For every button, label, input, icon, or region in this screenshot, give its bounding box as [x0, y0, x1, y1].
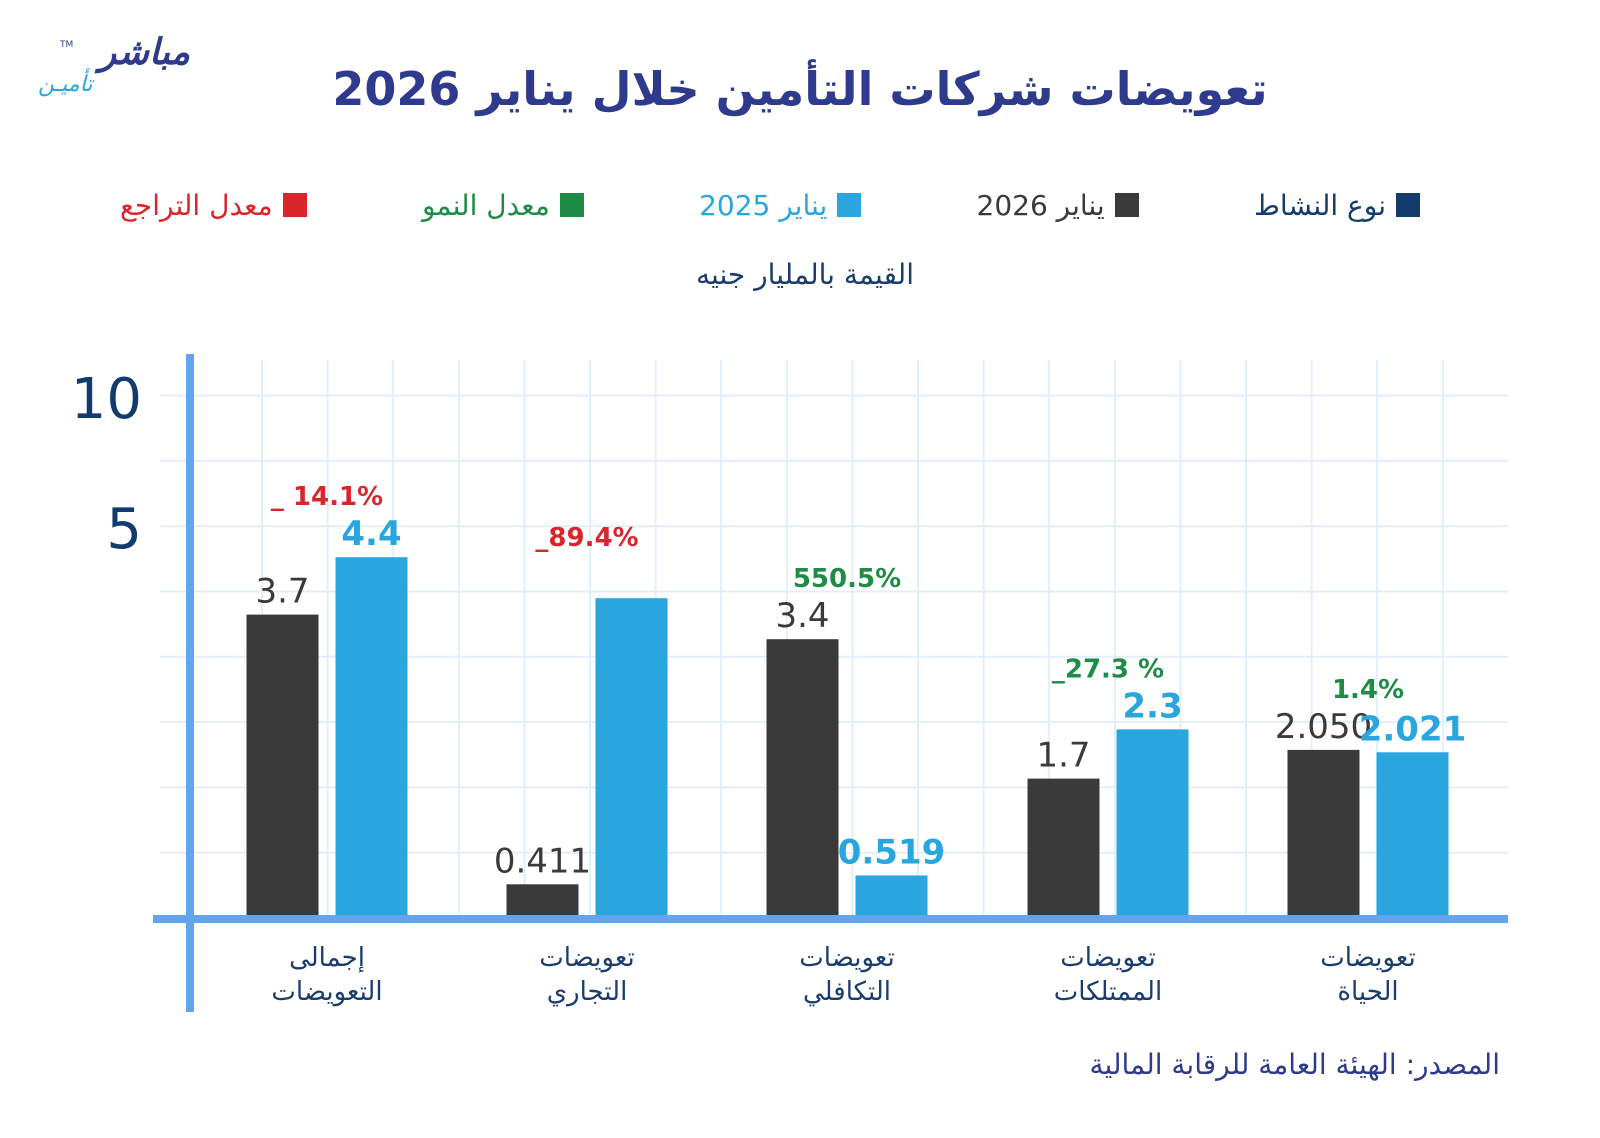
legend-item-jan2025: يناير 2025: [699, 188, 862, 222]
category-label-line2: التجاري: [547, 977, 628, 1007]
logo-subtitle: تأميـن: [38, 72, 93, 97]
category-label-line1: تعويضات: [1320, 943, 1415, 973]
legend-swatch-growth: [559, 193, 584, 217]
change-label: 1.4%: [1332, 675, 1404, 705]
source-note: المصدر: الهيئة العامة للرقابة المالية: [1089, 1048, 1500, 1081]
bar-jan2026: [1287, 749, 1360, 918]
category-label-line2: الحياة: [1337, 977, 1398, 1007]
legend-label-decline: معدل التراجع: [120, 188, 273, 222]
legend-swatch-activity: [1396, 193, 1420, 217]
y-axis-line: [186, 354, 194, 1012]
data-label-jan2026: 2.050: [1275, 707, 1372, 747]
data-label-jan2025: 4.4: [341, 514, 401, 554]
data-label-jan2026: 3.7: [255, 572, 309, 612]
chart-title: تعويضات شركات التأمين خلال يناير 2026: [332, 62, 1268, 116]
unit-label: القيمة بالمليار جنيه: [696, 258, 914, 291]
change-label: _ 14.1%: [271, 482, 383, 512]
bar-jan2026: [246, 614, 319, 918]
legend-label-jan2025: يناير 2025: [699, 188, 828, 222]
data-label-jan2025: 2.021: [1359, 709, 1467, 749]
bar-jan2025: [595, 598, 668, 918]
legend-item-jan2026: يناير 2026: [977, 189, 1139, 222]
data-label-jan2026: 1.7: [1036, 736, 1090, 776]
brand-logo: TM مباشر تأميـن: [30, 28, 191, 108]
bar-jan2026: [506, 884, 579, 918]
chart-legend: نوع النشاط يناير 2026 يناير 2025 معدل ال…: [120, 180, 1420, 230]
bar-jan2025: [1116, 729, 1189, 918]
legend-label-activity: نوع النشاط: [1253, 188, 1386, 222]
category-label-line1: تعويضات: [539, 943, 634, 973]
x-axis-line: [153, 915, 1508, 923]
legend-item-decline: معدل التراجع: [120, 189, 307, 222]
bar-jan2025: [335, 557, 408, 918]
legend-item-growth: معدل النمو: [422, 189, 584, 222]
bar-jan2026: [766, 639, 839, 918]
category-label-line1: إجمالى: [289, 943, 365, 973]
change-label: _89.4%: [535, 523, 638, 553]
change-label: 550.5%: [793, 564, 901, 594]
legend-swatch-decline: [282, 193, 307, 217]
category-label-line2: التعويضات: [271, 977, 382, 1007]
change-label: _27.3 %: [1052, 654, 1164, 684]
y-tick-label: 10: [71, 367, 142, 432]
data-label-jan2026: 3.4: [775, 596, 829, 636]
data-label-jan2025: 0.519: [838, 832, 946, 872]
y-tick-label: 5: [106, 497, 142, 562]
legend-label-growth: معدل النمو: [421, 188, 550, 222]
legend-swatch-jan2026: [1114, 193, 1139, 217]
data-label-jan2026: 0.411: [494, 841, 591, 881]
legend-item-activity: نوع النشاط: [1254, 189, 1420, 222]
category-label-line1: تعويضات: [1060, 943, 1155, 973]
bar-jan2026: [1027, 778, 1100, 918]
category-label-line2: التكافلي: [803, 977, 891, 1007]
bar-jan2025: [855, 875, 928, 918]
category-label-line1: تعويضات: [799, 943, 894, 973]
bar-jan2025: [1376, 752, 1449, 918]
trademark-mark: TM: [60, 40, 74, 50]
legend-label-jan2026: يناير 2026: [976, 188, 1105, 222]
legend-swatch-jan2025: [837, 193, 862, 217]
data-label-jan2025: 2.3: [1122, 686, 1182, 726]
logo-wordmark: مباشر: [98, 32, 191, 73]
category-label-line2: الممتلكات: [1054, 977, 1162, 1007]
